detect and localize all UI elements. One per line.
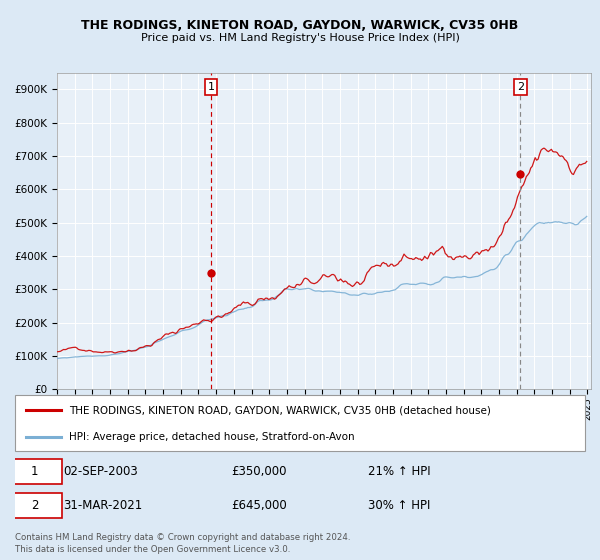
Text: 02-SEP-2003: 02-SEP-2003 <box>64 465 138 478</box>
Text: Contains HM Land Registry data © Crown copyright and database right 2024.: Contains HM Land Registry data © Crown c… <box>15 533 350 542</box>
Text: 1: 1 <box>31 465 38 478</box>
Text: £350,000: £350,000 <box>232 465 287 478</box>
Text: THE RODINGS, KINETON ROAD, GAYDON, WARWICK, CV35 0HB (detached house): THE RODINGS, KINETON ROAD, GAYDON, WARWI… <box>69 405 491 416</box>
FancyBboxPatch shape <box>15 395 585 451</box>
Text: 30% ↑ HPI: 30% ↑ HPI <box>368 499 431 512</box>
Text: 31-MAR-2021: 31-MAR-2021 <box>64 499 143 512</box>
Text: Price paid vs. HM Land Registry's House Price Index (HPI): Price paid vs. HM Land Registry's House … <box>140 33 460 43</box>
Text: THE RODINGS, KINETON ROAD, GAYDON, WARWICK, CV35 0HB: THE RODINGS, KINETON ROAD, GAYDON, WARWI… <box>82 18 518 32</box>
Text: £645,000: £645,000 <box>232 499 287 512</box>
FancyBboxPatch shape <box>7 493 62 518</box>
Text: 2: 2 <box>31 499 38 512</box>
Text: This data is licensed under the Open Government Licence v3.0.: This data is licensed under the Open Gov… <box>15 545 290 554</box>
FancyBboxPatch shape <box>7 459 62 484</box>
Text: HPI: Average price, detached house, Stratford-on-Avon: HPI: Average price, detached house, Stra… <box>69 432 355 442</box>
Text: 2: 2 <box>517 82 524 92</box>
Text: 1: 1 <box>208 82 214 92</box>
Text: 21% ↑ HPI: 21% ↑ HPI <box>368 465 431 478</box>
